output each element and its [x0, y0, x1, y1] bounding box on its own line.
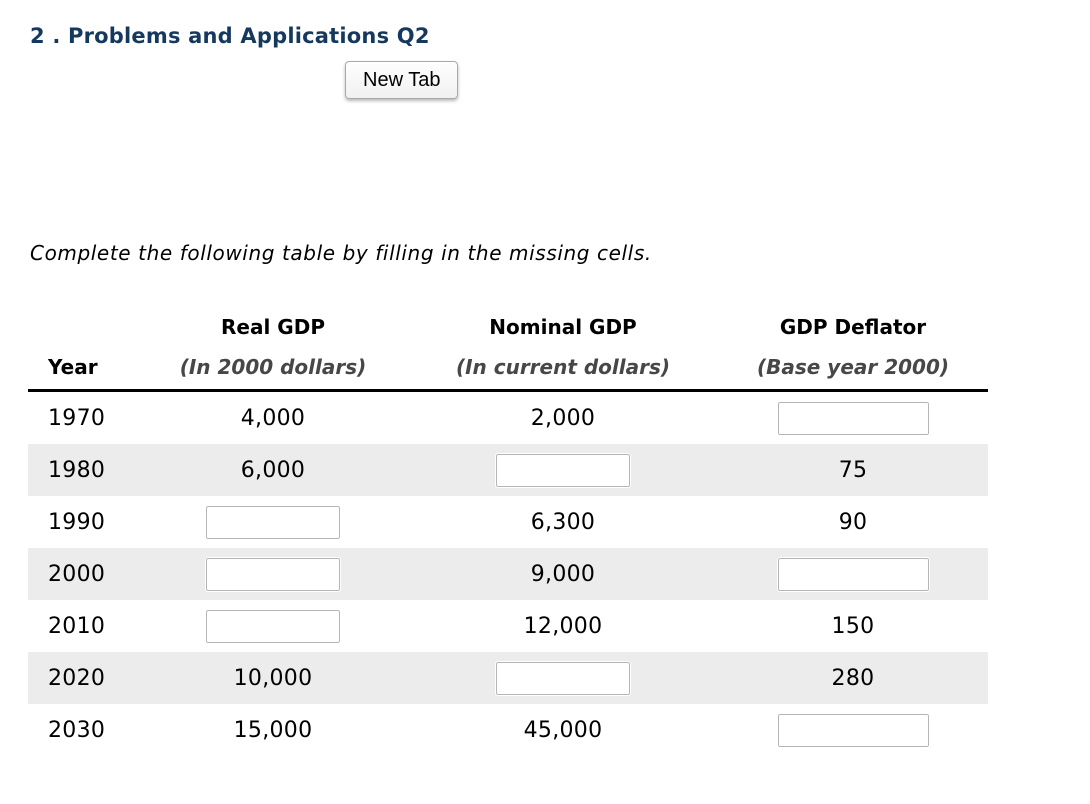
table-cell-nominal_gdp — [408, 660, 718, 696]
row-year-label: 1980 — [48, 457, 106, 483]
table-cell-nominal_gdp-value: 12,000 — [523, 613, 603, 639]
year-header-spacer — [28, 303, 138, 347]
table-cell-gdp_deflator-value: 75 — [838, 457, 868, 483]
column-header-real-gdp: Real GDP (In 2000 dollars) — [138, 303, 408, 389]
table-cell-nominal_gdp-value: 6,300 — [530, 509, 596, 535]
table-cell-real_gdp-value: 4,000 — [240, 405, 306, 431]
table-cell-gdp_deflator-value: 280 — [831, 665, 875, 691]
table-cell-gdp_deflator — [718, 400, 988, 436]
table-cell-real_gdp-value: 6,000 — [240, 457, 306, 483]
table-row-1980: 1980 6,000 75 — [28, 444, 988, 496]
year-header-label: Year — [48, 355, 98, 379]
table-row-2010: 2010 12,000 150 — [28, 600, 988, 652]
answer-input-2030-gdp_deflator[interactable] — [776, 712, 930, 748]
column-header-nominal-gdp: Nominal GDP (In current dollars) — [408, 303, 718, 389]
table-cell-gdp_deflator — [718, 712, 988, 748]
table-row-1970: 1970 4,000 2,000 — [28, 392, 988, 444]
gdp-deflator-header-label: GDP Deflator — [779, 315, 927, 339]
table-cell-real_gdp-value: 10,000 — [233, 665, 313, 691]
table-cell-nominal_gdp — [408, 452, 718, 488]
table-cell-real_gdp — [138, 504, 408, 540]
column-header-year: Year — [28, 303, 138, 389]
table-cell-gdp_deflator-value: 150 — [831, 613, 875, 639]
row-year-label: 1970 — [48, 405, 106, 431]
table-cell-real_gdp — [138, 608, 408, 644]
row-year-label: 2030 — [48, 717, 106, 743]
table-cell-gdp_deflator-value: 90 — [838, 509, 868, 535]
gdp-table: Year Real GDP (In 2000 dollars) Nominal … — [28, 303, 988, 756]
new-tab-button[interactable]: New Tab — [345, 61, 459, 99]
table-cell-gdp_deflator — [718, 556, 988, 592]
answer-input-2020-nominal_gdp[interactable] — [495, 660, 631, 696]
instruction-text: Complete the following table by filling … — [30, 241, 652, 265]
row-year-label: 2020 — [48, 665, 106, 691]
answer-input-2010-real_gdp[interactable] — [205, 608, 341, 644]
table-cell-real_gdp-value: 15,000 — [233, 717, 313, 743]
table-row-2000: 2000 9,000 — [28, 548, 988, 600]
table-header: Year Real GDP (In 2000 dollars) Nominal … — [28, 303, 988, 392]
column-header-gdp-deflator: GDP Deflator (Base year 2000) — [718, 303, 988, 389]
table-cell-nominal_gdp-value: 45,000 — [523, 717, 603, 743]
table-body: 1970 4,000 2,000 1980 6,000 75 1990 6,300 90 2000… — [28, 392, 988, 756]
row-year-label: 2010 — [48, 613, 106, 639]
nominal-gdp-subheader-label: (In current dollars) — [455, 355, 671, 379]
table-cell-nominal_gdp-value: 2,000 — [530, 405, 596, 431]
real-gdp-header-label: Real GDP — [221, 315, 325, 339]
row-year-label: 1990 — [48, 509, 106, 535]
answer-input-2000-gdp_deflator[interactable] — [776, 556, 930, 592]
page-title: 2 . Problems and Applications Q2 — [30, 24, 430, 48]
table-cell-nominal_gdp-value: 9,000 — [530, 561, 596, 587]
answer-input-2000-real_gdp[interactable] — [205, 556, 341, 592]
answer-input-1990-real_gdp[interactable] — [205, 504, 341, 540]
table-row-2020: 2020 10,000 280 — [28, 652, 988, 704]
table-row-1990: 1990 6,300 90 — [28, 496, 988, 548]
row-year-label: 2000 — [48, 561, 106, 587]
answer-input-1980-nominal_gdp[interactable] — [495, 452, 631, 488]
nominal-gdp-header-label: Nominal GDP — [489, 315, 637, 339]
table-cell-real_gdp — [138, 556, 408, 592]
gdp-deflator-subheader-label: (Base year 2000) — [756, 355, 950, 379]
real-gdp-subheader-label: (In 2000 dollars) — [179, 355, 367, 379]
table-row-2030: 2030 15,000 45,000 — [28, 704, 988, 756]
answer-input-1970-gdp_deflator[interactable] — [776, 400, 930, 436]
